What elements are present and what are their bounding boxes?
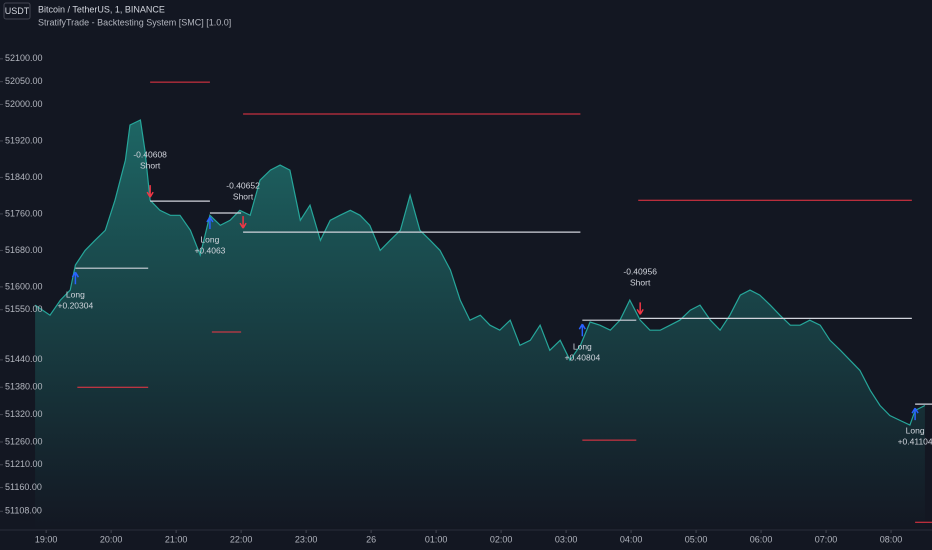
- short-arrow: [239, 216, 247, 229]
- long-arrow: [578, 323, 586, 337]
- y-tick-label: 52100.00: [5, 53, 43, 63]
- plot: Long+0.20304-0.40608ShortLong+0.4063-0.4…: [34, 81, 932, 530]
- x-tick-label: 07:00: [815, 534, 838, 544]
- x-tick-label: 03:00: [555, 534, 578, 544]
- y-tick-label: 52000.00: [5, 99, 43, 109]
- trade-side: Long: [66, 289, 85, 299]
- x-tick-label: 06:00: [750, 534, 773, 544]
- x-tick-label: 21:00: [165, 534, 188, 544]
- trade-pnl: +0.41104: [898, 436, 932, 446]
- trade-pnl: -0.40608: [133, 149, 167, 159]
- y-tick-label: 51380.00: [5, 382, 43, 392]
- short-arrow: [146, 185, 154, 198]
- price-area: [35, 120, 925, 530]
- x-tick-label: 23:00: [295, 534, 318, 544]
- trade-pnl: +0.4063: [194, 245, 225, 255]
- y-tick-label: 51680.00: [5, 245, 43, 255]
- trade-side: Long: [200, 234, 219, 244]
- trade-side: Long: [906, 425, 925, 435]
- y-tick-label: 51260.00: [5, 436, 43, 446]
- currency-label: USDT: [5, 6, 30, 16]
- indicator-title: StratifyTrade - Backtesting System [SMC]…: [38, 17, 231, 27]
- x-tick-label: 08:00: [880, 534, 903, 544]
- x-axis-band: [0, 530, 932, 550]
- y-tick-label: 51760.00: [5, 208, 43, 218]
- symbol-title: Bitcoin / TetherUS, 1, BINANCE: [38, 4, 165, 14]
- y-tick-label: 51550.00: [5, 304, 43, 314]
- trade-pnl: -0.40956: [623, 267, 657, 277]
- x-tick-label: 26: [366, 534, 376, 544]
- y-tick-label: 51920.00: [5, 135, 43, 145]
- y-tick-label: 51600.00: [5, 281, 43, 291]
- x-tick-label: 01:00: [425, 534, 448, 544]
- trade-pnl: +0.20304: [58, 300, 94, 310]
- x-tick-label: 04:00: [620, 534, 643, 544]
- y-tick-label: 51840.00: [5, 172, 43, 182]
- trade-side: Long: [573, 341, 592, 351]
- x-tick-label: 19:00: [35, 534, 58, 544]
- y-tick-label: 51160.00: [5, 482, 42, 492]
- trade-side: Short: [233, 191, 254, 201]
- y-tick-label: 52050.00: [5, 76, 43, 86]
- x-tick-label: 02:00: [490, 534, 513, 544]
- long-arrow: [71, 271, 80, 285]
- y-tick-label: 51440.00: [5, 354, 43, 364]
- long-arrow: [911, 407, 919, 421]
- price-line: [34, 119, 926, 426]
- trade-pnl: -0.40652: [226, 180, 260, 190]
- short-arrow: [636, 302, 644, 315]
- x-tick-label: 20:00: [100, 534, 123, 544]
- y-tick-label: 51108.00: [5, 506, 42, 516]
- trade-side: Short: [140, 160, 161, 170]
- currency-button[interactable]: [3, 2, 31, 20]
- trade-pnl: +0.40804: [564, 352, 600, 362]
- y-tick-label: 51320.00: [5, 409, 43, 419]
- y-tick-label: 51210.00: [5, 459, 43, 469]
- long-arrow: [206, 216, 214, 230]
- x-tick-label: 22:00: [230, 534, 253, 544]
- trade-side: Short: [630, 278, 651, 288]
- x-tick-label: 05:00: [685, 534, 708, 544]
